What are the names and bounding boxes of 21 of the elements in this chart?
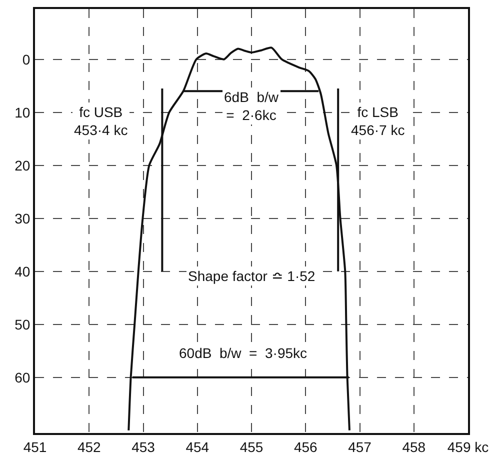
y-tick-label: 30	[14, 210, 30, 226]
x-tick-label: 458	[402, 438, 426, 455]
annotation: fc LSB 456·7 kc	[351, 104, 405, 138]
x-tick-label: 451	[23, 438, 47, 455]
annotation: fc USB 453·4 kc	[74, 104, 128, 138]
x-tick-label: 452	[77, 438, 102, 455]
y-tick-label: 40	[14, 263, 30, 280]
y-tick-label: 50	[14, 316, 30, 332]
annotation: 6dB b/w = 2·6kc	[224, 89, 280, 124]
x-tick-label: 455	[240, 438, 264, 455]
x-tick-label: 453	[132, 438, 156, 455]
y-tick-label: 0	[22, 51, 30, 68]
y-tick-label: 20	[14, 157, 30, 174]
x-tick-label: 457	[348, 438, 372, 455]
x-tick-label: 454	[186, 438, 210, 455]
y-tick-label: 10	[14, 104, 30, 120]
annotation: Shape factor ≏ 1·52	[188, 268, 316, 284]
y-tick-label: 60	[14, 369, 30, 386]
x-tick-label: 459 kc	[447, 438, 489, 455]
x-tick-label: 456	[294, 438, 318, 455]
annotation: 60dB b/w = 3·95kc	[179, 345, 308, 361]
